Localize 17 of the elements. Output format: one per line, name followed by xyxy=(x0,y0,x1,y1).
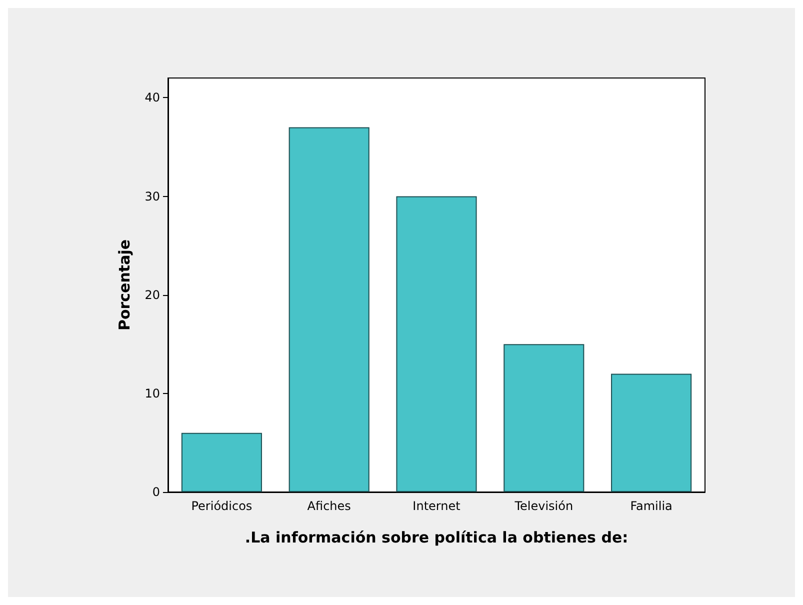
y-tick-label: 20 xyxy=(144,288,160,302)
y-axis-title: Porcentaje xyxy=(116,239,134,331)
y-tick-label: 10 xyxy=(144,386,160,400)
x-tick-label: Afiches xyxy=(307,499,351,513)
y-tick-label: 30 xyxy=(144,189,160,204)
y-tick-label: 40 xyxy=(144,90,160,105)
y-tick-label: 0 xyxy=(152,485,160,499)
bar xyxy=(181,432,262,492)
bar xyxy=(611,374,692,492)
bar xyxy=(504,344,584,492)
bar xyxy=(396,196,477,492)
x-tick-label: Televisión xyxy=(514,499,574,513)
x-tick-label: Periódicos xyxy=(191,499,252,513)
x-axis-title: .La información sobre política la obtienes de: xyxy=(244,528,628,546)
x-tick-label: Internet xyxy=(412,499,461,513)
x-tick-label: Familia xyxy=(630,499,672,513)
bar xyxy=(288,127,370,492)
